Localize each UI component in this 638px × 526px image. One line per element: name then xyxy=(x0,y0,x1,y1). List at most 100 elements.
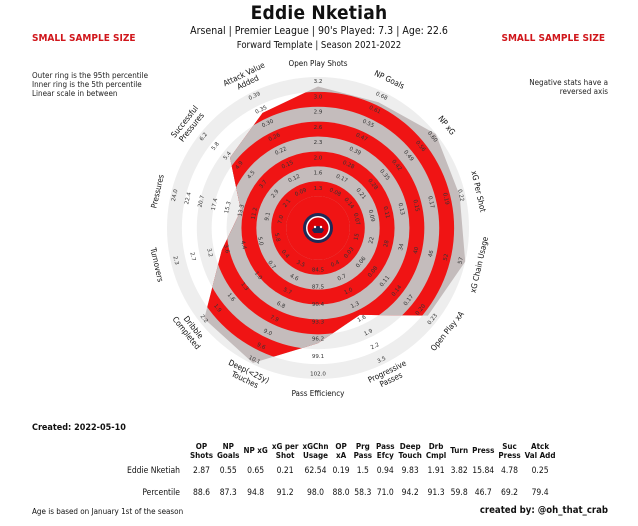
scale-note: Outer ring is the 95th percentile Inner … xyxy=(32,71,148,98)
tick-label: 0.22 xyxy=(274,146,288,157)
tick-label: 0.07 xyxy=(352,213,361,227)
tick-label: 22 xyxy=(368,236,375,244)
tick-label: 3.0 xyxy=(314,94,323,100)
tick-label: 0.7 xyxy=(266,260,276,271)
tick-label: 1.6 xyxy=(314,171,323,177)
axis-label: NP Goals xyxy=(373,69,406,91)
table-cell: 0.94 xyxy=(376,466,394,476)
column-header: Suc Press xyxy=(498,442,521,460)
tick-label: 0.22 xyxy=(456,189,465,202)
column-header: OP Shots xyxy=(190,442,213,460)
tick-label: 9.6 xyxy=(256,342,267,351)
table-cell: 0.19 xyxy=(332,466,350,476)
column-header: xG per Shot xyxy=(271,442,299,460)
tick-label: 3.5 xyxy=(295,260,306,269)
tick-label: 34 xyxy=(398,243,406,252)
tick-label: 1.9 xyxy=(212,303,222,314)
tick-label: 0.61 xyxy=(368,105,382,116)
tick-label: 0.7 xyxy=(337,273,348,282)
tick-label: 0.4 xyxy=(280,249,290,260)
tick-label: 2.3 xyxy=(314,140,323,146)
table-cell: 0.65 xyxy=(247,466,265,476)
table-cell: 2.87 xyxy=(192,466,210,476)
table-row: Percentile 88.6 87.3 94.8 91.2 98.0 88.0 58.3 71… xyxy=(100,482,558,504)
table-body: Eddie Nketiah 2.87 0.55 0.65 0.21 62.54 0.19 1.… xyxy=(100,460,558,504)
tick-label: 93.3 xyxy=(312,319,325,325)
tick-label: 1.0 xyxy=(343,287,354,296)
reversed-note-line: Negative stats have a xyxy=(529,78,608,87)
tick-label: 5.8 xyxy=(211,141,221,152)
tick-label: 9.0 xyxy=(262,328,273,337)
tick-label: 9.1 xyxy=(264,212,272,222)
tick-label: 4.4 xyxy=(239,240,247,250)
tick-label: 57 xyxy=(458,256,466,265)
column-header: Turn xyxy=(450,446,469,456)
age-footnote: Age is based on January 1st of the seaso… xyxy=(32,507,184,516)
table-cell: 4.78 xyxy=(501,466,519,476)
axis-label: Turnovers xyxy=(148,246,165,283)
table-cell: 69.2 xyxy=(501,488,519,498)
table-cell: 88.6 xyxy=(192,488,210,498)
table-cell: 88.0 xyxy=(332,488,350,498)
tick-label: 0.26 xyxy=(268,132,282,143)
table-cell: 1.5 xyxy=(356,466,369,476)
tick-label: 1.9 xyxy=(363,328,374,337)
tick-label: 13.3 xyxy=(237,203,246,217)
tick-label: 17.4 xyxy=(211,197,220,211)
tick-label: 99.1 xyxy=(312,354,324,360)
tick-label: 3.2 xyxy=(205,248,213,258)
tick-label: 1.0 xyxy=(253,271,263,282)
tick-label: 5.8 xyxy=(273,232,281,242)
template-info: Forward Template | Season 2021-2022 xyxy=(236,40,402,51)
table-cell: 58.3 xyxy=(354,488,372,498)
column-header: xGChn Usage xyxy=(302,442,329,460)
column-header: OP xA xyxy=(335,442,347,460)
tick-label: 15 xyxy=(353,232,361,241)
tick-label: 5.7 xyxy=(282,287,293,296)
tick-label: 2.2 xyxy=(199,314,209,325)
tick-label: 0.12 xyxy=(288,174,302,185)
table-header-row: OP Shots NP Goals NP xG xG per Shot xGChn Usage O… xyxy=(100,442,558,460)
reversed-note-line: reversed axis xyxy=(559,87,608,96)
table-cell: 9.83 xyxy=(401,466,419,476)
tick-label: 3.5 xyxy=(377,356,388,365)
tick-label: 2.2 xyxy=(370,342,380,351)
table-corner xyxy=(100,443,188,460)
tick-label: 1.3 xyxy=(350,301,361,310)
tick-label: 96.2 xyxy=(312,337,324,343)
page-title: Eddie Nketiah xyxy=(250,2,388,24)
tick-label: 0.47 xyxy=(355,132,369,143)
tick-label: 0.09 xyxy=(367,209,376,223)
tick-label: 0.13 xyxy=(397,202,406,216)
tick-label: 52 xyxy=(443,253,450,261)
tick-label: 46 xyxy=(428,249,436,258)
row-label: Percentile xyxy=(142,488,180,498)
table-cell: 79.4 xyxy=(531,488,549,498)
tick-label: 1.6 xyxy=(226,292,236,303)
club-crest-icon xyxy=(303,213,333,243)
axis-label: Pass Efficiency xyxy=(292,389,346,398)
table-cell: 3.82 xyxy=(450,466,468,476)
column-header: Press xyxy=(472,446,495,456)
table-cell: 0.25 xyxy=(531,466,549,476)
scale-note-line: Inner ring is the 5th percentile xyxy=(32,80,142,89)
tick-label: 0.39 xyxy=(348,146,362,157)
tick-label: 2.7 xyxy=(188,252,196,262)
tick-label: 84.5 xyxy=(312,267,325,273)
column-header: NP Goals xyxy=(216,442,240,460)
tick-label: 0.28 xyxy=(341,160,355,171)
table-cell: 0.55 xyxy=(219,466,237,476)
created-date: Created: 2022-05-10 xyxy=(32,423,126,433)
tick-label: 0.17 xyxy=(426,196,435,210)
column-header: Prg Pass xyxy=(353,442,373,460)
tick-label: 1.6 xyxy=(357,314,368,323)
column-header: Pass Efcy xyxy=(376,442,395,460)
table-row: Eddie Nketiah 2.87 0.55 0.65 0.21 62.54 0.19 1.… xyxy=(100,460,558,482)
tick-label: 102.0 xyxy=(310,371,326,377)
small-sample-warning-right: SMALL SAMPLE SIZE xyxy=(501,33,606,44)
tick-label: 2.0 xyxy=(314,155,323,161)
column-header: Deep Touch xyxy=(398,442,422,460)
table-cell: 87.3 xyxy=(219,488,237,498)
table-cell: 15.84 xyxy=(472,466,495,476)
